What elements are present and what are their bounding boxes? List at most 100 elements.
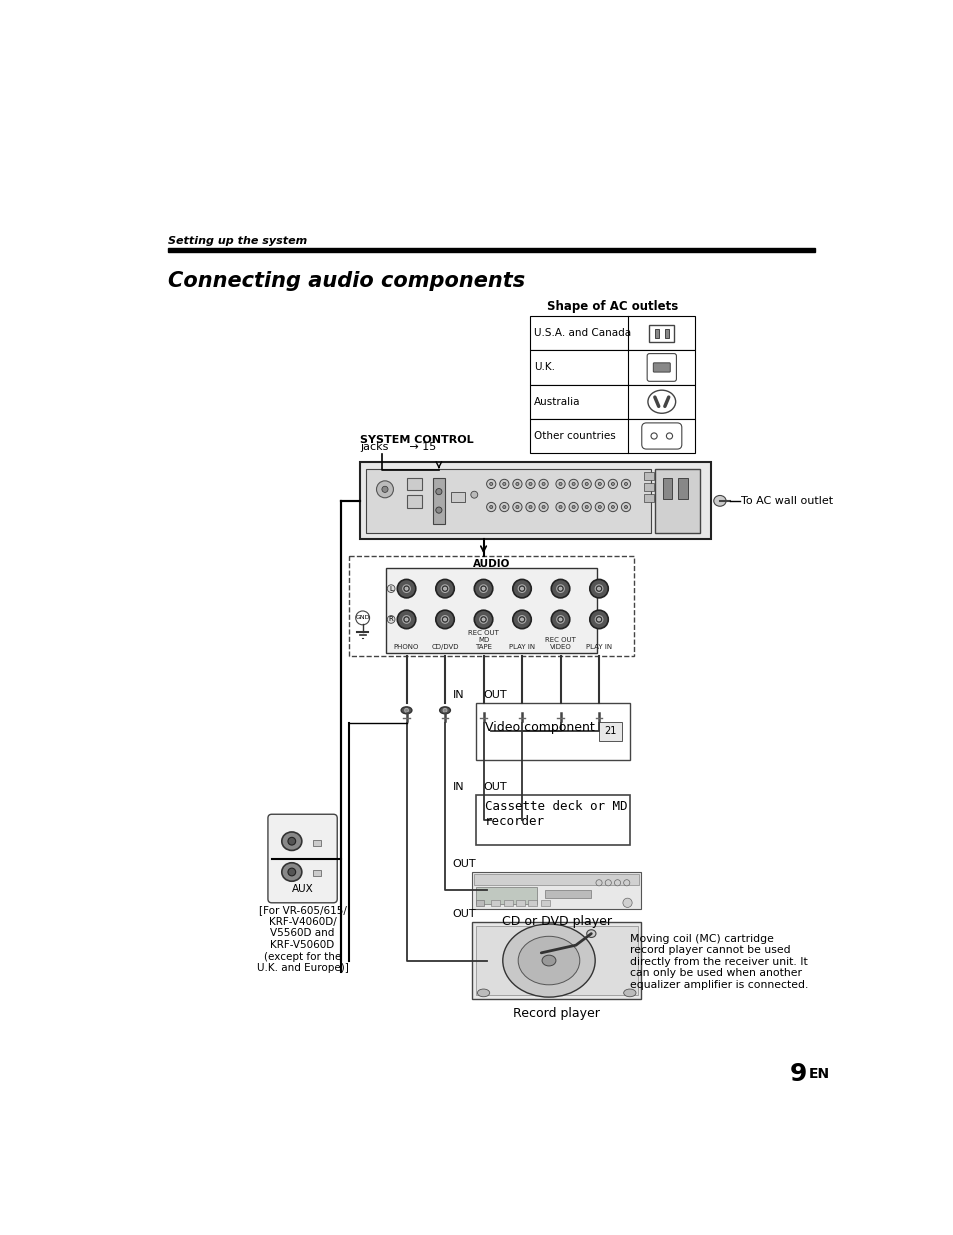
Ellipse shape <box>557 615 564 624</box>
Ellipse shape <box>404 709 408 713</box>
Ellipse shape <box>584 483 588 485</box>
Ellipse shape <box>556 479 564 489</box>
Ellipse shape <box>572 505 575 509</box>
Ellipse shape <box>396 610 416 629</box>
Ellipse shape <box>555 706 565 714</box>
Ellipse shape <box>517 936 579 984</box>
Ellipse shape <box>581 479 591 489</box>
Ellipse shape <box>551 579 569 598</box>
Ellipse shape <box>355 611 369 625</box>
Bar <box>649 325 674 342</box>
Ellipse shape <box>387 615 395 624</box>
Text: Record player: Record player <box>513 1007 599 1020</box>
Bar <box>474 874 639 885</box>
Bar <box>476 703 629 761</box>
Ellipse shape <box>474 610 493 629</box>
Ellipse shape <box>486 479 496 489</box>
Bar <box>529 384 695 419</box>
Bar <box>644 483 653 490</box>
Ellipse shape <box>443 618 446 621</box>
Bar <box>528 900 537 906</box>
Ellipse shape <box>513 579 531 598</box>
Bar <box>472 923 640 999</box>
Ellipse shape <box>586 930 596 937</box>
Ellipse shape <box>288 868 295 876</box>
Ellipse shape <box>396 579 416 598</box>
Ellipse shape <box>489 505 493 509</box>
Ellipse shape <box>558 709 562 713</box>
Bar <box>476 795 629 845</box>
Ellipse shape <box>713 495 725 506</box>
Ellipse shape <box>402 615 410 624</box>
Ellipse shape <box>443 587 446 590</box>
Text: Setting up the system: Setting up the system <box>168 236 307 246</box>
Ellipse shape <box>442 709 447 713</box>
Ellipse shape <box>476 989 489 997</box>
Ellipse shape <box>589 610 608 629</box>
Bar <box>654 329 658 338</box>
Text: OUT: OUT <box>453 858 476 869</box>
Text: REC OUT
VIDEO: REC OUT VIDEO <box>544 637 576 651</box>
Ellipse shape <box>595 585 602 593</box>
Bar <box>516 900 524 906</box>
Ellipse shape <box>596 879 601 885</box>
Ellipse shape <box>528 483 532 485</box>
Ellipse shape <box>513 503 521 511</box>
Text: IN: IN <box>453 689 464 699</box>
Text: REC OUT
MD
TAPE: REC OUT MD TAPE <box>468 630 498 651</box>
Bar <box>451 492 464 503</box>
Text: Australia: Australia <box>534 396 580 406</box>
Text: PLAY IN: PLAY IN <box>585 645 612 651</box>
Bar <box>433 478 444 524</box>
Bar <box>387 558 595 571</box>
Text: Video component: Video component <box>484 721 595 734</box>
Text: AUX: AUX <box>292 884 314 894</box>
Ellipse shape <box>479 615 487 624</box>
Text: 21: 21 <box>604 726 617 736</box>
Ellipse shape <box>479 585 487 593</box>
Bar <box>168 247 814 252</box>
Ellipse shape <box>623 879 629 885</box>
Ellipse shape <box>568 479 578 489</box>
Ellipse shape <box>620 479 630 489</box>
Ellipse shape <box>622 898 632 908</box>
Ellipse shape <box>666 433 672 440</box>
Ellipse shape <box>541 505 544 509</box>
Ellipse shape <box>519 709 523 713</box>
Ellipse shape <box>520 587 523 590</box>
Text: jacks      → 15: jacks → 15 <box>360 442 436 452</box>
Bar <box>644 494 653 501</box>
Text: OUT: OUT <box>453 909 476 919</box>
Bar <box>491 900 500 906</box>
Ellipse shape <box>650 433 657 440</box>
Ellipse shape <box>597 709 600 713</box>
Text: Other countries: Other countries <box>534 431 616 441</box>
Text: R: R <box>389 616 393 622</box>
Ellipse shape <box>558 618 561 621</box>
Ellipse shape <box>608 479 617 489</box>
Ellipse shape <box>440 585 449 593</box>
Ellipse shape <box>281 863 301 882</box>
Text: U.S.A. and Canada: U.S.A. and Canada <box>534 329 631 338</box>
Bar <box>360 462 710 540</box>
Text: SYSTEM CONTROL: SYSTEM CONTROL <box>360 435 474 445</box>
Ellipse shape <box>556 503 564 511</box>
Text: L: L <box>389 585 393 592</box>
Ellipse shape <box>598 505 600 509</box>
Ellipse shape <box>525 503 535 511</box>
Ellipse shape <box>376 480 393 498</box>
Ellipse shape <box>402 585 410 593</box>
Bar <box>472 872 640 909</box>
Ellipse shape <box>538 503 548 511</box>
Bar <box>657 483 666 490</box>
Ellipse shape <box>387 585 395 593</box>
Text: U.K.: U.K. <box>534 362 555 373</box>
Ellipse shape <box>624 483 627 485</box>
Bar <box>644 472 653 480</box>
Ellipse shape <box>589 579 608 598</box>
Ellipse shape <box>481 618 484 621</box>
Bar <box>529 316 695 351</box>
Ellipse shape <box>558 483 561 485</box>
Bar <box>662 478 672 499</box>
Bar <box>476 926 637 995</box>
